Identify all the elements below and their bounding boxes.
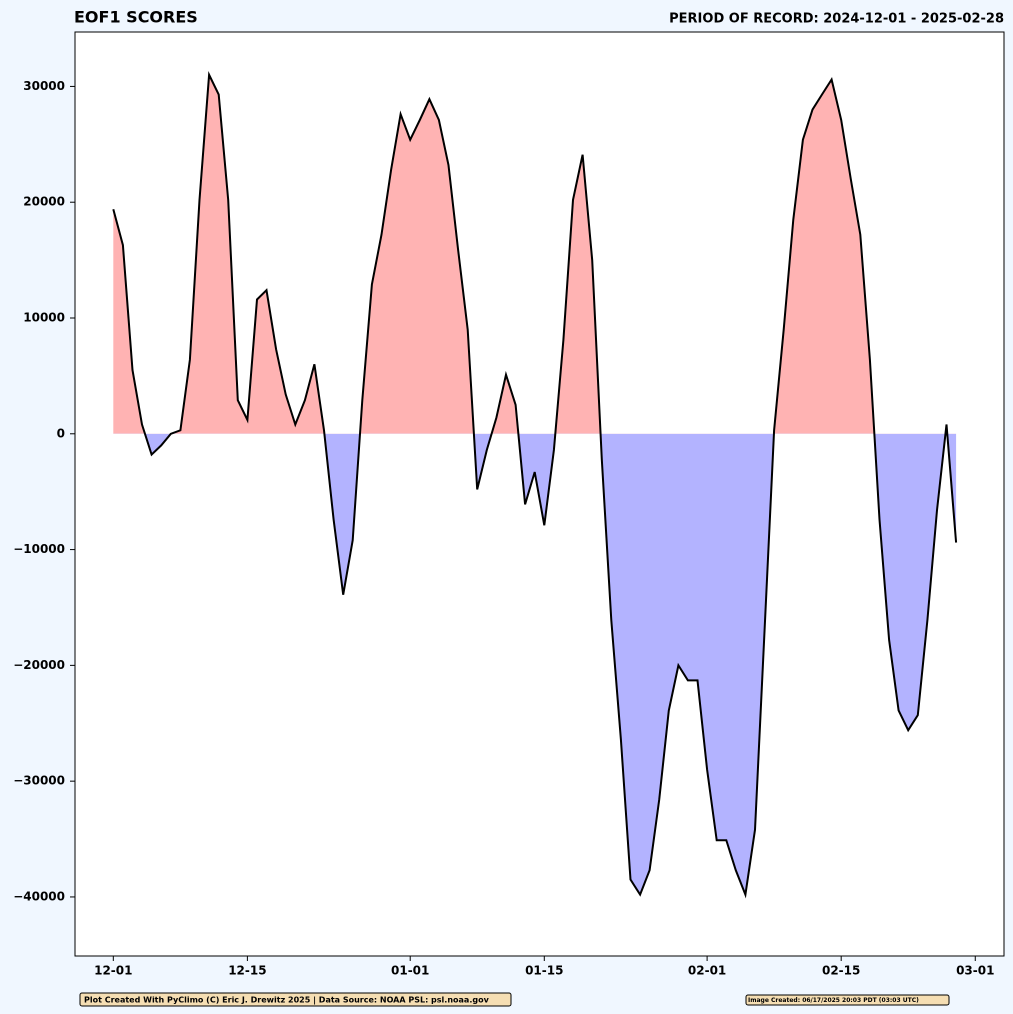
x-tick-label: 03-01 xyxy=(956,964,994,978)
x-tick-label: 12-01 xyxy=(94,964,132,978)
y-tick-label: −20000 xyxy=(13,658,65,672)
series-line xyxy=(112,71,958,899)
y-tick-label: −30000 xyxy=(13,774,65,788)
plot-frame xyxy=(74,31,1005,957)
y-tick-label: 20000 xyxy=(23,195,65,209)
annotation: Image Created: 06/17/2025 20:03 PDT (03:… xyxy=(748,997,919,1004)
annotation-box xyxy=(79,992,512,1007)
x-tick-label: 02-01 xyxy=(688,964,726,978)
x-tick-label: 02-15 xyxy=(822,964,860,978)
annotation-box xyxy=(745,994,950,1006)
annotation: Plot Created With PyClimo (C) Eric J. Dr… xyxy=(84,996,490,1005)
x-tick-label: 12-15 xyxy=(228,964,266,978)
chart-subtitle: PERIOD OF RECORD: 2024-12-01 - 2025-02-2… xyxy=(669,12,1004,27)
chart-title: EOF1 SCORES xyxy=(74,8,198,27)
y-tick-label: 10000 xyxy=(23,311,65,325)
y-tick-label: −40000 xyxy=(13,889,65,903)
y-tick-label: 30000 xyxy=(23,79,65,93)
fill-below xyxy=(144,433,957,895)
y-tick-label: −10000 xyxy=(13,542,65,556)
x-tick-label: 01-15 xyxy=(525,964,563,978)
y-tick-label: 0 xyxy=(57,426,65,440)
x-tick-label: 01-01 xyxy=(391,964,429,978)
